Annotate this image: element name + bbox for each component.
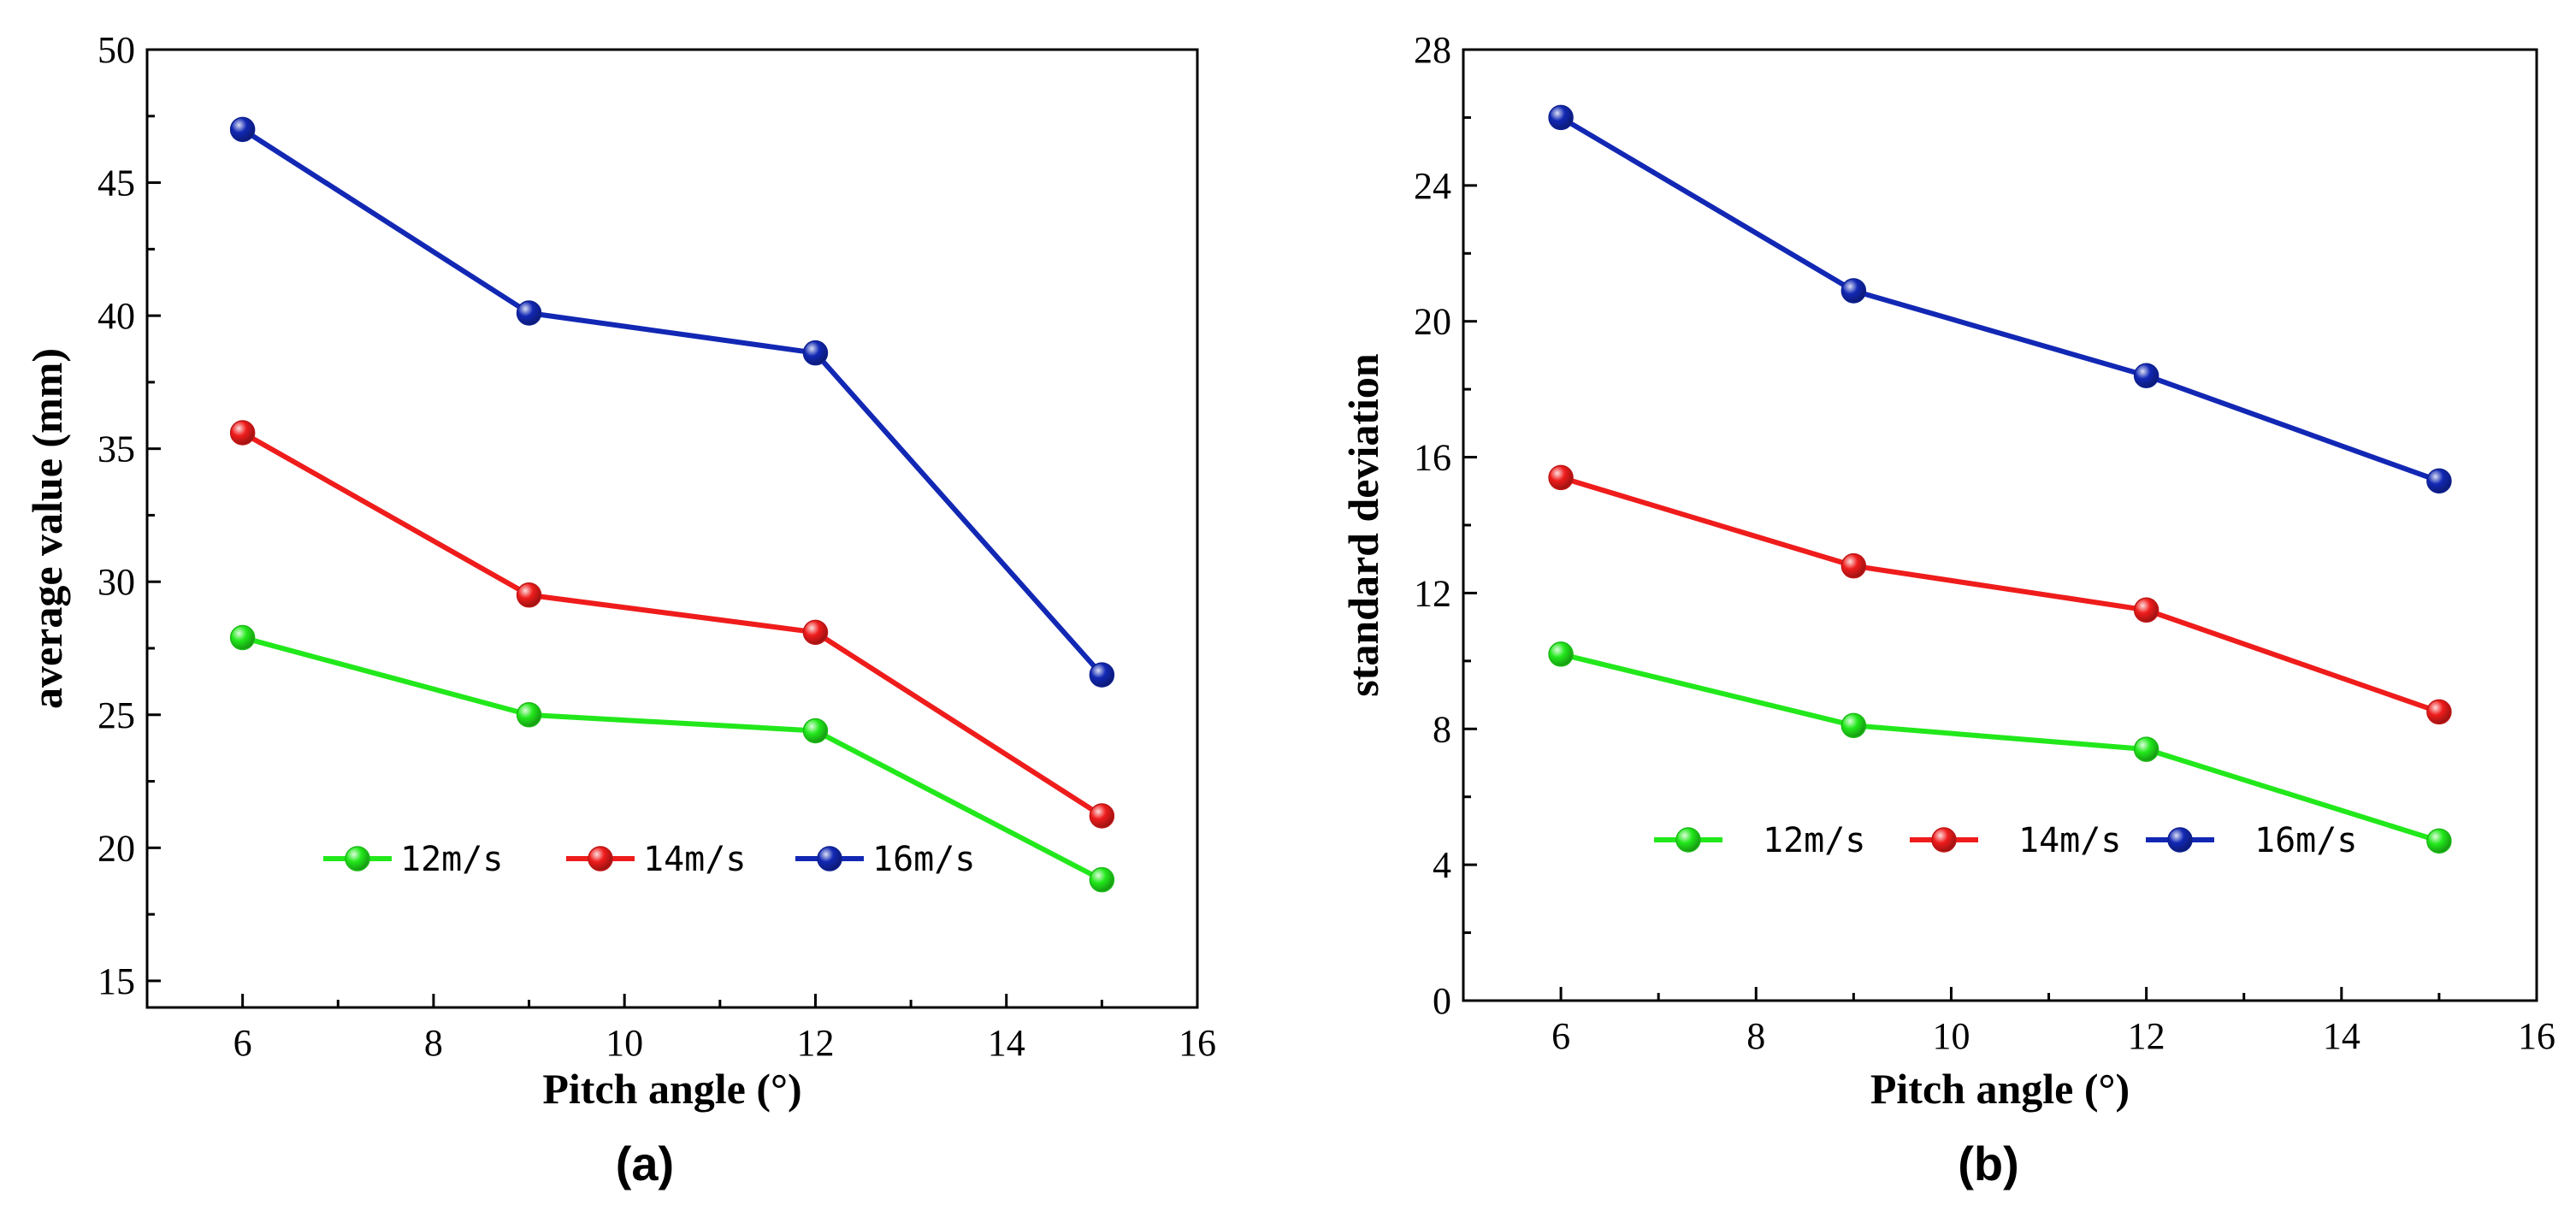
data-point-a bbox=[802, 619, 829, 646]
x-tick-label-a: 10 bbox=[606, 1022, 643, 1064]
legend-entry-a: 16m/s bbox=[795, 840, 975, 879]
legend-marker-b bbox=[2167, 827, 2193, 853]
x-tick-label-b: 12 bbox=[2128, 1015, 2165, 1057]
chart-panel-a: 6 8 10 12 14 16 15 20 25 30 35 40 45 50 Pitch angle (°… bbox=[23, 29, 1216, 1190]
x-tick-label-a: 12 bbox=[796, 1022, 834, 1064]
y-tick-label-b: 16 bbox=[1414, 437, 1451, 479]
x-tick-label-b: 14 bbox=[2323, 1015, 2360, 1057]
legend-entry-b: 16m/s bbox=[2146, 821, 2357, 860]
y-tick-label-a: 50 bbox=[97, 29, 135, 71]
data-point-a bbox=[1089, 866, 1115, 893]
legend-label-b: 14m/s bbox=[2018, 821, 2121, 860]
legend-label-b: 12m/s bbox=[1763, 821, 1865, 860]
y-tick-label-a: 15 bbox=[97, 960, 135, 1002]
series-a-14m-s bbox=[229, 420, 1115, 829]
x-tick-label-a: 6 bbox=[233, 1022, 252, 1064]
x-tick-label-a: 14 bbox=[988, 1022, 1025, 1064]
data-point-b bbox=[1548, 464, 1574, 491]
y-tick-label-b: 4 bbox=[1433, 844, 1451, 886]
legend-marker-b bbox=[1931, 827, 1957, 853]
data-point-b bbox=[2426, 828, 2452, 854]
data-point-b bbox=[1840, 552, 1867, 579]
data-point-b bbox=[2133, 363, 2159, 389]
series-b-12m-s bbox=[1548, 641, 2452, 854]
y-tick-label-b: 20 bbox=[1414, 301, 1451, 343]
plot-frame-b bbox=[1462, 48, 2538, 1002]
data-point-b bbox=[1840, 712, 1867, 739]
legend-marker-a bbox=[588, 846, 613, 871]
y-tick-label-a: 40 bbox=[97, 295, 135, 337]
y-tick-label-a: 45 bbox=[97, 162, 135, 204]
legend-label-a: 12m/s bbox=[400, 840, 503, 879]
legend-label-a: 16m/s bbox=[872, 840, 975, 879]
series-b-14m-s bbox=[1548, 464, 2452, 725]
plot-frame-a bbox=[145, 48, 1199, 1009]
data-point-b bbox=[2426, 699, 2452, 725]
data-point-a bbox=[1089, 662, 1115, 688]
x-tick-label-a: 8 bbox=[424, 1022, 443, 1064]
data-point-a bbox=[802, 340, 829, 366]
series-line-a bbox=[241, 635, 1103, 883]
legend-marker-b bbox=[1675, 827, 1701, 853]
series-line-b bbox=[1560, 475, 2440, 715]
y-tick-label-b: 0 bbox=[1433, 980, 1451, 1022]
legend-entry-a: 14m/s bbox=[566, 840, 746, 879]
series-line-a bbox=[241, 127, 1104, 677]
x-tick-label-b: 6 bbox=[1551, 1015, 1570, 1057]
panel-label-b: (b) bbox=[1958, 1137, 2019, 1190]
series-a-16m-s bbox=[229, 116, 1115, 688]
y-axis-title-a: average value (mm) bbox=[23, 348, 71, 709]
legend-marker-a bbox=[817, 846, 842, 871]
y-tick-label-b: 8 bbox=[1433, 708, 1451, 750]
legend-label-b: 16m/s bbox=[2254, 821, 2357, 860]
panel-label-a: (a) bbox=[616, 1137, 674, 1190]
data-point-b bbox=[1548, 104, 1574, 131]
data-point-a bbox=[516, 582, 542, 608]
x-tick-label-b: 10 bbox=[1932, 1015, 1970, 1057]
x-axis-title-b: Pitch angle (°) bbox=[1870, 1065, 2130, 1113]
y-tick-label-b: 24 bbox=[1414, 165, 1451, 207]
data-point-a bbox=[802, 718, 829, 744]
y-axis-title-b: standard deviation bbox=[1339, 353, 1387, 697]
x-axis-title-a: Pitch angle (°) bbox=[542, 1065, 801, 1113]
y-tick-label-a: 30 bbox=[97, 561, 135, 603]
data-point-b bbox=[2426, 468, 2452, 494]
x-tick-label-b: 8 bbox=[1746, 1015, 1765, 1057]
data-point-a bbox=[229, 420, 256, 446]
legend-entry-b: 14m/s bbox=[1910, 821, 2121, 860]
data-point-b bbox=[1840, 278, 1867, 304]
y-tick-label-b: 28 bbox=[1414, 29, 1451, 71]
series-line-b bbox=[1559, 115, 2440, 484]
series-a-12m-s bbox=[229, 624, 1115, 893]
y-tick-label-a: 25 bbox=[97, 694, 135, 736]
series-line-b bbox=[1560, 651, 2440, 844]
data-point-b bbox=[2133, 736, 2159, 762]
data-point-b bbox=[2133, 597, 2159, 623]
y-tick-label-a: 20 bbox=[97, 827, 135, 869]
data-point-a bbox=[516, 300, 542, 326]
y-tick-label-a: 35 bbox=[97, 428, 135, 470]
data-point-a bbox=[1089, 803, 1115, 829]
y-tick-label-b: 12 bbox=[1414, 572, 1451, 614]
legend-label-a: 14m/s bbox=[643, 840, 746, 879]
legend-marker-a bbox=[345, 846, 370, 871]
legend-entry-a: 12m/s bbox=[323, 840, 503, 879]
data-point-a bbox=[229, 624, 256, 651]
x-tick-label-a: 16 bbox=[1179, 1022, 1216, 1064]
legend-entry-b: 12m/s bbox=[1654, 821, 1865, 860]
data-point-b bbox=[1548, 641, 1574, 667]
x-tick-label-b: 16 bbox=[2518, 1015, 2555, 1057]
chart-panel-b: 6 8 10 12 14 16 0 4 8 12 16 20 24 28 Pitch angle (°) st… bbox=[1339, 29, 2555, 1190]
data-point-a bbox=[229, 116, 256, 143]
data-point-a bbox=[516, 702, 542, 728]
series-line-a bbox=[241, 430, 1103, 818]
series-b-16m-s bbox=[1548, 104, 2452, 494]
